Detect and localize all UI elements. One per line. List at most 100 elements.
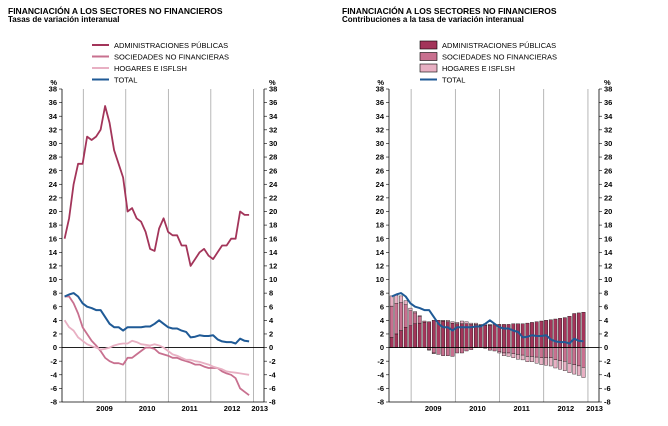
y-tick-label: 18 — [269, 221, 277, 230]
x-tick-label: 2012 — [557, 404, 574, 413]
y-tick-label: 30 — [376, 139, 384, 148]
legend-label: ADMINISTRACIONES PÚBLICAS — [442, 41, 556, 50]
y-tick-label: 2 — [269, 330, 273, 339]
bar-admin — [441, 320, 445, 348]
bar-sociedades — [576, 347, 581, 367]
y-tick-label: 36 — [269, 98, 277, 107]
y-tick-label: 20 — [49, 207, 57, 216]
bar-chart-svg: 2009 2010 2011 2012 2013-8 -8-6 -6-4 -4-2 -20 02 2… — [376, 40, 613, 413]
bar-hogares — [520, 354, 525, 361]
bar-hogares — [548, 357, 553, 367]
y-tick-label: 4 — [604, 316, 609, 325]
y-tick-label: 20 — [376, 207, 384, 216]
y-tick-label: 22 — [376, 193, 384, 202]
bar-sociedades — [544, 347, 548, 358]
y-tick-label: 32 — [376, 125, 384, 134]
y-tick-label: 24 — [376, 180, 385, 189]
bar-sociedades — [497, 347, 502, 352]
bar-admin — [544, 320, 548, 348]
y-tick-label: 14 — [49, 248, 58, 257]
bar-sociedades — [445, 347, 450, 356]
y-tick-label: 4 — [380, 316, 385, 325]
bar-admin — [399, 330, 403, 348]
legend-label: SOCIEDADES NO FINANCIERAS — [114, 52, 229, 61]
y-tick-label: 10 — [269, 275, 277, 284]
y-tick-label: 14 — [604, 248, 613, 257]
y-tick-label: -8 — [269, 398, 276, 407]
y-tick-label: 12 — [604, 262, 612, 271]
bar-admin — [553, 318, 558, 348]
y-tick-label: 14 — [376, 248, 385, 257]
x-tick-label: 2009 — [96, 404, 113, 413]
bar-hogares — [455, 322, 460, 324]
y-tick-label: 30 — [604, 139, 612, 148]
y-tick-label: -2 — [50, 357, 57, 366]
y-tick-label: -4 — [604, 370, 611, 379]
x-tick-label: 2010 — [139, 404, 156, 413]
bar-sociedades — [399, 302, 403, 331]
bar-sociedades — [539, 347, 544, 358]
y-tick-label: 32 — [604, 125, 612, 134]
y-tick-label: 8 — [604, 289, 608, 298]
bar-sociedades — [553, 347, 558, 360]
bar-hogares — [450, 321, 455, 324]
chart-panel-left: FINANCIACIÓN A LOS SECTORES NO FINANCIER… — [0, 0, 330, 426]
x-tick-label: 2012 — [224, 404, 241, 413]
bar-admin — [394, 333, 399, 348]
bar-admin — [417, 322, 422, 348]
bar-hogares — [408, 307, 413, 311]
unit-label-right: % — [269, 78, 276, 87]
bar-sociedades — [431, 347, 436, 354]
y-tick-label: 22 — [269, 193, 277, 202]
y-tick-label: 18 — [376, 221, 384, 230]
bar-sociedades — [525, 347, 530, 357]
y-tick-label: 34 — [269, 112, 278, 121]
y-tick-label: 18 — [49, 221, 57, 230]
y-tick-label: 30 — [49, 139, 57, 148]
y-tick-label: 0 — [53, 343, 57, 352]
legend-label: ADMINISTRACIONES PÚBLICAS — [114, 41, 228, 50]
series-line-hogares — [63, 319, 250, 376]
bar-hogares — [553, 359, 558, 369]
bar-sociedades — [394, 303, 399, 335]
bar-sociedades — [548, 347, 553, 358]
y-tick-label: -8 — [604, 398, 611, 407]
y-tick-label: 22 — [604, 193, 612, 202]
bar-hogares — [558, 360, 562, 370]
bar-sociedades — [530, 347, 534, 357]
y-tick-label: 10 — [376, 275, 384, 284]
y-tick-label: 0 — [380, 343, 384, 352]
y-tick-label: 2 — [604, 330, 608, 339]
bar-hogares — [530, 356, 534, 362]
y-tick-label: 12 — [269, 262, 277, 271]
y-tick-label: 14 — [269, 248, 278, 257]
bar-admin — [581, 312, 586, 348]
bar-hogares — [576, 365, 581, 376]
y-tick-label: 2 — [380, 330, 384, 339]
bar-admin — [445, 321, 450, 348]
y-tick-label: 30 — [269, 139, 277, 148]
bar-sociedades — [422, 320, 427, 323]
bar-admin — [474, 324, 478, 348]
y-tick-label: -4 — [377, 370, 384, 379]
bar-sociedades — [492, 347, 497, 352]
bar-admin — [408, 325, 413, 348]
y-tick-label: 38 — [376, 85, 384, 94]
y-tick-label: -8 — [377, 398, 384, 407]
chart-subtitle: Tasas de variación interanual — [8, 15, 120, 24]
bar-sociedades — [450, 347, 455, 357]
bar-hogares — [506, 352, 511, 357]
unit-label-left: % — [50, 78, 57, 87]
bar-admin — [548, 319, 553, 348]
y-tick-label: 2 — [53, 330, 57, 339]
bar-admin — [389, 337, 394, 348]
bar-hogares — [413, 311, 417, 314]
y-tick-label: 38 — [49, 85, 57, 94]
y-tick-label: 34 — [49, 112, 58, 121]
chart-subtitle: Contribuciones a la tasa de variación in… — [342, 15, 524, 24]
legend-label: TOTAL — [442, 75, 465, 84]
bar-sociedades — [516, 347, 520, 355]
y-tick-label: 18 — [604, 221, 612, 230]
bar-sociedades — [572, 347, 577, 365]
legend-label: HOGARES E ISFLSH — [442, 64, 515, 73]
